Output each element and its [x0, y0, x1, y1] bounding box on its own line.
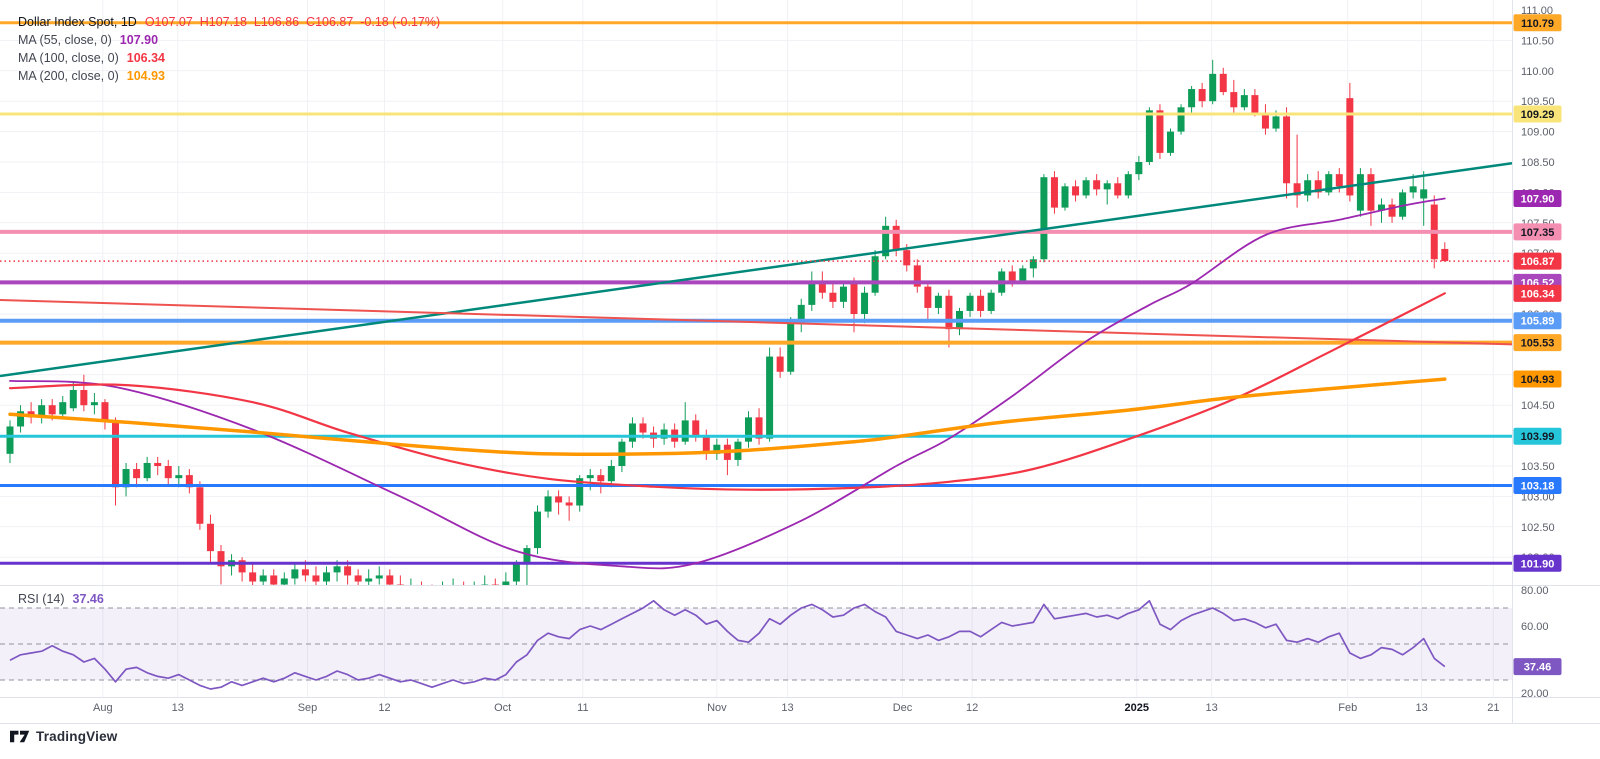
svg-text:37.46: 37.46 [1524, 662, 1552, 674]
ma-label: MA (200, close, 0) [18, 69, 119, 83]
svg-text:109.29: 109.29 [1521, 109, 1555, 121]
svg-text:107.35: 107.35 [1521, 227, 1555, 239]
price-badge-109.29: 109.29 [1513, 105, 1562, 123]
price-tick: 103.00 [1521, 491, 1555, 503]
ma-line-MA100[interactable] [8, 292, 1446, 491]
price-axis[interactable]: 111.00110.50110.00109.50109.00108.50108.… [1513, 5, 1562, 700]
ma-label: MA (55, close, 0) [18, 33, 112, 47]
time-label: 13 [172, 702, 184, 714]
svg-text:105.89: 105.89 [1521, 316, 1555, 328]
time-label: 13 [1206, 702, 1218, 714]
symbol-legend-row[interactable]: Dollar Index Spot, 1D O107.07 H107.18 L10… [18, 13, 440, 31]
trendline-descending-resistance[interactable] [0, 299, 1513, 346]
time-label: Feb [1338, 702, 1357, 714]
time-label: 13 [781, 702, 793, 714]
svg-text:103.18: 103.18 [1521, 480, 1555, 492]
time-label: 11 [577, 702, 588, 714]
price-tick: 111.00 [1521, 5, 1553, 17]
time-label: 12 [378, 702, 390, 714]
svg-text:104.93: 104.93 [1521, 374, 1555, 386]
trendline-ascending-support[interactable] [0, 161, 1513, 378]
price-badge-107.35: 107.35 [1513, 223, 1562, 241]
time-label: 12 [966, 702, 978, 714]
price-badge-103.99: 103.99 [1513, 427, 1562, 445]
ma-legend-row[interactable]: MA (200, close, 0) 104.93 [18, 67, 440, 85]
rsi-line [9, 599, 1446, 690]
price-tick: 102.50 [1521, 522, 1555, 534]
price-tick: 110.50 [1521, 35, 1554, 47]
time-label: 21 [1487, 702, 1499, 714]
trendlines-layer[interactable] [0, 161, 1513, 378]
gridlines [0, 0, 1512, 697]
time-axis[interactable]: Aug 13 Sep 12 Oct 11 Nov 13 Dec 12 2025 13 Feb 13 21 [93, 702, 1499, 714]
ohlc-values: O107.07 H107.18 L106.86 C106.87 -0.18 (-… [144, 15, 441, 29]
price-badge-105.53: 105.53 [1513, 334, 1562, 352]
level-lines[interactable] [0, 21, 1512, 565]
rsi-tick: 80.00 [1521, 585, 1549, 597]
rsi-legend-row[interactable]: RSI (14) 37.46 [18, 592, 104, 606]
price-badge-104.93: 104.93 [1513, 370, 1562, 388]
price-badge-101.90: 101.90 [1513, 554, 1562, 572]
rsi-tick: 20.00 [1521, 688, 1549, 700]
svg-text:103.99: 103.99 [1521, 431, 1555, 443]
ma-legend-rows: MA (55, close, 0) 107.90 MA (100, close, 0… [18, 31, 440, 85]
rsi-panel[interactable] [0, 599, 1512, 690]
tradingview-logo-text: TradingView [36, 729, 118, 744]
ma-value: 104.93 [126, 69, 165, 83]
time-label: Aug [93, 702, 113, 714]
time-label: Dec [893, 702, 913, 714]
price-tick: 108.50 [1521, 157, 1555, 169]
svg-text:105.53: 105.53 [1521, 338, 1555, 350]
price-badge-106.34: 106.34 [1513, 284, 1562, 302]
candles-layer [6, 59, 1449, 585]
ma-legend-row[interactable]: MA (100, close, 0) 106.34 [18, 49, 440, 67]
price-tick: 103.50 [1521, 461, 1555, 473]
rsi-value: 37.46 [72, 592, 104, 606]
ma-label: MA (100, close, 0) [18, 51, 119, 65]
svg-text:106.34: 106.34 [1521, 288, 1556, 300]
moving-averages-layer [8, 197, 1447, 570]
tradingview-logo[interactable]: TradingView [10, 729, 117, 744]
price-badge-37.46: 37.46 [1513, 658, 1562, 676]
time-label: Sep [298, 702, 318, 714]
time-label: 2025 [1124, 702, 1148, 714]
ma-line-MA200[interactable] [8, 377, 1447, 457]
price-badge-105.89: 105.89 [1513, 312, 1562, 330]
price-badge-110.79: 110.79 [1513, 14, 1562, 32]
price-tick: 109.00 [1521, 127, 1555, 139]
ma-value: 106.34 [126, 51, 165, 65]
ma-legend-row[interactable]: MA (55, close, 0) 107.90 [18, 31, 440, 49]
price-tick: 110.00 [1521, 66, 1554, 78]
svg-text:101.90: 101.90 [1521, 558, 1555, 570]
price-tick: 109.50 [1521, 96, 1555, 108]
rsi-tick: 60.00 [1521, 621, 1549, 633]
tradingview-logo-icon [10, 730, 30, 743]
panel-separators [0, 0, 1600, 724]
svg-text:110.79: 110.79 [1521, 18, 1554, 30]
price-tick: 104.50 [1521, 400, 1555, 412]
price-badge-103.18: 103.18 [1513, 476, 1562, 494]
price-badge-106.87: 106.87 [1513, 252, 1562, 270]
time-label: 13 [1415, 702, 1427, 714]
svg-text:107.90: 107.90 [1521, 193, 1555, 205]
chart-legend: Dollar Index Spot, 1D O107.07 H107.18 L10… [18, 13, 440, 85]
price-badge-107.90: 107.90 [1513, 189, 1562, 207]
time-label: Nov [707, 702, 727, 714]
svg-text:106.87: 106.87 [1521, 256, 1555, 268]
time-label: Oct [494, 702, 511, 714]
rsi-label: RSI (14) [18, 592, 65, 606]
ma-value: 107.90 [119, 33, 159, 47]
ma-line-MA55[interactable] [9, 197, 1446, 570]
symbol-title: Dollar Index Spot, 1D [18, 15, 137, 29]
